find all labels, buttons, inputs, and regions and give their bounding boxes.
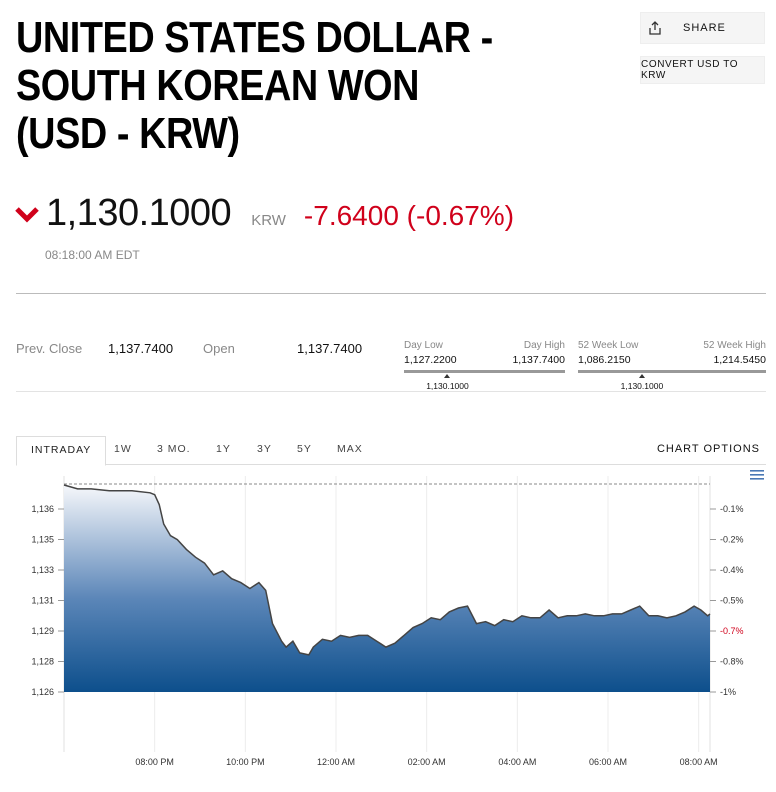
prev-close-value: 1,137.7400 <box>108 341 174 356</box>
price-change: -7.6400 (-0.67%) <box>303 200 515 231</box>
quote-timestamp: 08:18:00 AM EDT <box>45 248 140 262</box>
x-tick-label: 10:00 PM <box>226 757 265 767</box>
y-left-tick-label: 1,131 <box>31 596 54 606</box>
x-tick-label: 02:00 AM <box>408 757 446 767</box>
tab-1w[interactable]: 1W <box>114 443 132 455</box>
title-line-2: SOUTH KOREAN WON <box>16 61 420 110</box>
week52-low-label: 52 Week Low <box>578 340 639 351</box>
week52-range-current: 1,130.1000 <box>620 381 664 391</box>
day-range-bar: 1,130.1000 <box>404 370 565 391</box>
tab-intraday[interactable]: INTRADAY <box>16 436 107 466</box>
x-tick-label: 08:00 PM <box>135 757 174 767</box>
open-label: Open <box>203 341 235 356</box>
currency-code: KRW <box>251 212 286 229</box>
y-right-tick-label: -0.1% <box>720 504 744 514</box>
page-title: UNITED STATES DOLLAR - SOUTH KOREAN WON … <box>16 14 498 158</box>
prev-close-label: Prev. Close <box>16 341 83 356</box>
chart-options-button[interactable]: CHART OPTIONS <box>656 443 760 455</box>
week52-range-bar: 1,130.1000 <box>578 370 766 391</box>
quote-row: 1,130.1000 KRW -7.6400 (-0.67%) <box>14 192 514 235</box>
down-chevron-icon <box>15 206 39 223</box>
chart-area <box>64 485 710 692</box>
week52-high-value: 1,214.5450 <box>713 354 766 366</box>
week52-range: 52 Week Low 52 Week High 1,086.2150 1,21… <box>578 340 766 391</box>
convert-label: CONVERT USD TO KRW <box>641 59 739 81</box>
day-high-value: 1,137.7400 <box>512 354 565 366</box>
divider <box>16 391 766 392</box>
y-right-tick-label: -0.4% <box>720 565 744 575</box>
x-tick-label: 08:00 AM <box>680 757 718 767</box>
day-range-current: 1,130.1000 <box>426 381 469 391</box>
share-icon <box>649 21 661 35</box>
tab-3y[interactable]: 3Y <box>257 443 272 455</box>
tab-3mo[interactable]: 3 MO. <box>157 443 191 455</box>
day-range-marker <box>444 374 451 378</box>
day-low-value: 1,127.2200 <box>404 354 457 366</box>
title-line-1: UNITED STATES DOLLAR - <box>16 13 493 62</box>
y-right-tick-label: -0.8% <box>720 657 744 667</box>
last-price: 1,130.1000 <box>46 192 232 234</box>
y-right-tick-label: -0.5% <box>720 596 744 606</box>
week52-low-value: 1,086.2150 <box>578 354 631 366</box>
week52-range-marker <box>638 374 645 378</box>
open-value: 1,137.7400 <box>297 341 363 356</box>
chart-line <box>63 484 711 656</box>
day-high-label: Day High <box>523 340 565 351</box>
intraday-chart: 08:00 PM 10:00 PM 12:00 AM 02:00 AM 04:00 AM… <box>31 476 744 767</box>
week52-high-label: 52 Week High <box>703 340 766 351</box>
y-left-tick-label: 1,129 <box>31 626 54 636</box>
title-line-3: (USD - KRW) <box>16 109 240 158</box>
x-tick-label: 04:00 AM <box>498 757 536 767</box>
tab-1y[interactable]: 1Y <box>216 443 231 455</box>
convert-button[interactable]: CONVERT USD TO KRW <box>640 56 765 84</box>
y-left-tick-label: 1,136 <box>31 504 54 514</box>
y-right-tick-label: -0.7% <box>720 626 744 636</box>
chart-menu-icon[interactable] <box>750 470 764 480</box>
y-left-tick-label: 1,126 <box>31 687 54 697</box>
y-left-tick-label: 1,135 <box>31 535 54 545</box>
tab-max[interactable]: MAX <box>337 443 363 455</box>
share-button[interactable]: SHARE <box>640 12 765 44</box>
divider <box>16 293 766 294</box>
x-tick-label: 06:00 AM <box>589 757 627 767</box>
share-label: SHARE <box>683 22 726 34</box>
day-low-label: Day Low <box>404 340 443 351</box>
y-right-tick-label: -0.2% <box>720 535 744 545</box>
x-tick-label: 12:00 AM <box>317 757 355 767</box>
chart-range-tabs: INTRADAY 1W 3 MO. 1Y 3Y 5Y MAX CHART OPT… <box>16 436 766 466</box>
tab-5y[interactable]: 5Y <box>297 443 312 455</box>
day-range: Day Low Day High 1,127.2200 1,137.7400 1… <box>404 340 565 391</box>
chart-axes: 08:00 PM 10:00 PM 12:00 AM 02:00 AM 04:00 AM… <box>31 504 743 767</box>
y-right-tick-label: -1% <box>720 687 736 697</box>
y-left-tick-label: 1,133 <box>31 565 54 575</box>
y-left-tick-label: 1,128 <box>31 657 54 667</box>
